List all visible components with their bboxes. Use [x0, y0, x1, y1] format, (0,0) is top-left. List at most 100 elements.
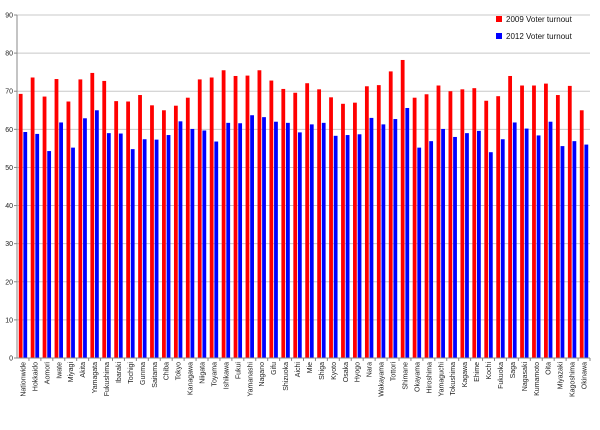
- x-category-label: Hokkaido: [32, 362, 39, 391]
- bar-2009-aichi: [293, 92, 298, 358]
- bar-2009-kyoto: [329, 97, 333, 358]
- legend: 2009 Voter turnout 2012 Voter turnout: [496, 15, 573, 41]
- x-category-label: Nara: [367, 362, 374, 377]
- bar-2009-shiga: [317, 89, 322, 358]
- bar-2012-mie: [309, 124, 314, 358]
- bar-2012-gifu: [274, 121, 278, 359]
- bar-2009-shimane: [400, 59, 405, 358]
- y-tick-label: 90: [5, 13, 13, 20]
- x-category-label: Oita: [546, 362, 553, 375]
- x-category-label: Yamagata: [92, 362, 99, 393]
- bar-2009-nagasaki: [520, 85, 524, 358]
- x-category-label: Kochi: [486, 362, 493, 380]
- bar-2009-osaka: [341, 103, 345, 358]
- bar-2012-ibaraki: [118, 133, 123, 358]
- x-category-label: Saitama: [152, 362, 159, 388]
- bar-2009-hiroshima: [424, 94, 429, 359]
- x-category-label: Toyama: [211, 362, 218, 387]
- bar-2012-saitama: [154, 139, 159, 358]
- bar-2012-yamanashi: [250, 115, 254, 358]
- y-tick-label: 80: [5, 51, 13, 58]
- bars: [18, 59, 589, 359]
- bar-2009-shizuoka: [281, 88, 286, 358]
- bar-2009-chiba: [162, 110, 166, 358]
- x-category-label: Fukui: [235, 362, 242, 380]
- bar-2009-nara: [364, 86, 369, 359]
- x-category-label: Shimane: [402, 362, 409, 390]
- bar-2012-kagawa: [465, 133, 469, 358]
- y-tick-label: 30: [5, 241, 13, 248]
- x-category-label: Shizuoka: [283, 362, 290, 391]
- x-category-label: Gifu: [271, 362, 278, 375]
- bar-2009-hokkaido: [30, 77, 35, 358]
- bar-2012-shizuoka: [285, 122, 290, 358]
- bar-2009-nationwide: [18, 93, 23, 358]
- bar-2012-wakayama: [381, 124, 386, 358]
- bar-2009-kagawa: [460, 89, 465, 358]
- bar-2009-yamaguchi: [436, 85, 441, 358]
- x-category-label: Yamaguchi: [438, 362, 445, 397]
- bar-2009-fukushima: [102, 80, 107, 359]
- bar-2012-tokushima: [453, 136, 457, 358]
- x-category-label: Hiroshima: [426, 362, 433, 394]
- legend-swatch: [496, 16, 502, 22]
- bar-2009-fukuoka: [496, 96, 501, 359]
- x-category-label: Chiba: [164, 362, 171, 380]
- x-category-label: Ibaraki: [116, 362, 123, 383]
- bar-2009-ibaraki: [114, 101, 119, 358]
- x-category-label: Miyazaki: [558, 362, 565, 390]
- x-category-label: Mie: [307, 362, 314, 373]
- bar-2012-toyama: [214, 141, 219, 358]
- x-category-label: Nationwide: [20, 362, 27, 397]
- bar-2012-kagoshima: [572, 141, 577, 358]
- bar-2009-kumamoto: [532, 85, 536, 358]
- bar-2009-yamanashi: [245, 75, 250, 358]
- x-category-label: Gunma: [140, 362, 147, 385]
- bar-2009-wakayama: [376, 85, 381, 359]
- bar-2009-tottori: [388, 71, 393, 359]
- bar-2009-gunma: [138, 95, 142, 358]
- axes: 0 10 20 30 40 50 60 70 80 90 Nationwide Hokkaido Aom…: [5, 13, 591, 397]
- y-tick-label: 10: [5, 317, 13, 324]
- x-category-label: Shiga: [319, 362, 326, 380]
- legend-label: 2012 Voter turnout: [506, 32, 573, 41]
- bar-2012-chiba: [166, 135, 171, 358]
- bar-2012-fukui: [238, 123, 243, 359]
- bar-2012-kochi: [488, 152, 493, 358]
- x-category-label: Kanagawa: [188, 362, 195, 395]
- legend-label: 2009 Voter turnout: [506, 15, 573, 24]
- bar-2012-yamagata: [94, 110, 99, 358]
- bar-2009-kanagawa: [185, 97, 190, 358]
- x-category-label: Aomori: [44, 362, 51, 385]
- x-category-label: Kyoto: [331, 362, 338, 380]
- bar-2012-hiroshima: [429, 141, 434, 358]
- bar-2012-saga: [512, 122, 517, 358]
- bar-2012-okinawa: [584, 144, 589, 358]
- bar-2012-nagano: [262, 117, 266, 358]
- x-category-label: Nagasaki: [522, 362, 529, 392]
- bar-2012-fukushima: [106, 133, 111, 358]
- x-category-label: Nagano: [259, 362, 266, 387]
- x-category-label: Tochigi: [128, 362, 135, 384]
- y-tick-label: 20: [5, 279, 13, 286]
- bar-2009-tochigi: [126, 101, 131, 358]
- x-category-label: Tokushima: [450, 362, 457, 396]
- bar-2012-hyogo: [357, 134, 362, 358]
- x-category-label: Hyogo: [355, 362, 362, 382]
- x-category-label: Kagawa: [462, 362, 469, 387]
- bar-2012-fukuoka: [500, 139, 505, 358]
- x-category-label: Tottori: [391, 362, 398, 382]
- x-category-label: Akita: [80, 362, 87, 378]
- x-category-label: Fukushima: [104, 362, 111, 396]
- x-category-label: Saga: [510, 362, 517, 378]
- x-category-label: Ishikawa: [223, 362, 230, 389]
- x-category-label: Fukuoka: [498, 362, 505, 389]
- x-category-label: Ehime: [474, 362, 481, 382]
- bar-2012-ehime: [476, 130, 481, 358]
- x-category-label: Tokyo: [176, 362, 183, 380]
- bar-2012-hokkaido: [35, 133, 40, 358]
- bar-2009-aomori: [42, 96, 47, 358]
- y-tick-label: 60: [5, 127, 13, 134]
- x-category-label: Miyagi: [68, 362, 75, 383]
